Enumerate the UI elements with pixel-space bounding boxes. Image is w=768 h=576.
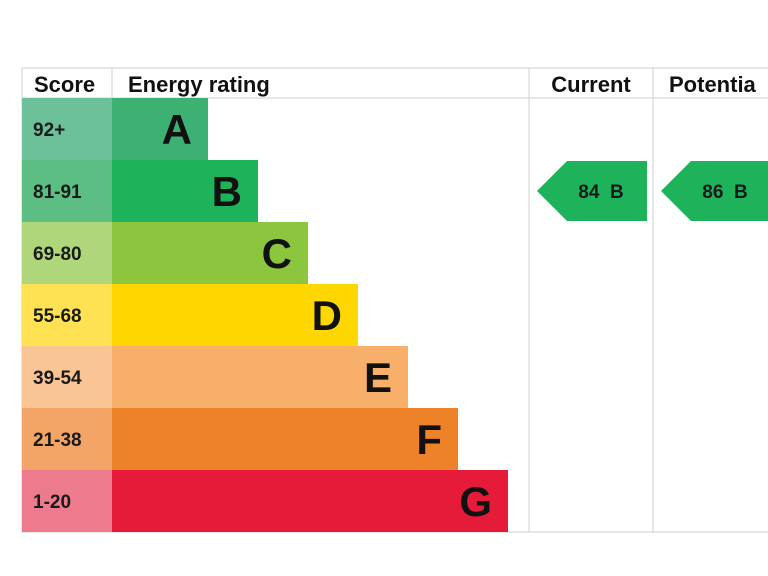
score-header: Score xyxy=(34,72,95,97)
rating-markers: 84 B 86 B xyxy=(537,161,768,221)
score-label-a: 92+ xyxy=(33,120,65,141)
energy-rating-header: Energy rating xyxy=(128,72,270,97)
rating-bar-g xyxy=(112,470,508,532)
current-header: Current xyxy=(551,72,631,97)
rating-bar-e xyxy=(112,346,408,408)
potential-header: Potentia xyxy=(669,72,757,97)
score-label-b: 81-91 xyxy=(33,182,82,203)
score-label-d: 55-68 xyxy=(33,306,82,327)
rating-bar-d xyxy=(112,284,358,346)
rating-letter-d: D xyxy=(312,292,342,339)
score-cell-c xyxy=(22,222,112,284)
rating-letter-b: B xyxy=(212,168,242,215)
rating-letter-f: F xyxy=(416,416,442,463)
rating-bands: 92+ A 81-91 B 69-80 C 55-68 D 39-54 E 21-38 F 1-20 G xyxy=(22,98,508,532)
score-label-g: 1-20 xyxy=(33,492,71,513)
score-label-f: 21-38 xyxy=(33,430,82,451)
score-label-e: 39-54 xyxy=(33,368,82,389)
score-cell-d xyxy=(22,284,112,346)
rating-letter-a: A xyxy=(162,106,192,153)
potential-arrow xyxy=(661,161,768,221)
rating-letter-e: E xyxy=(364,354,392,401)
current-rating-label: 84 B xyxy=(578,182,623,203)
rating-letter-c: C xyxy=(262,230,292,277)
current-arrow xyxy=(537,161,647,221)
rating-bar-b xyxy=(112,160,258,222)
rating-letter-g: G xyxy=(459,478,492,525)
score-label-c: 69-80 xyxy=(33,244,82,265)
score-cell-f xyxy=(22,408,112,470)
score-cell-b xyxy=(22,160,112,222)
score-cell-g xyxy=(22,470,112,532)
potential-rating-label: 86 B xyxy=(702,182,747,203)
rating-bar-a xyxy=(112,98,208,160)
score-cell-e xyxy=(22,346,112,408)
rating-bar-f xyxy=(112,408,458,470)
score-cell-a xyxy=(22,98,112,160)
rating-bar-c xyxy=(112,222,308,284)
